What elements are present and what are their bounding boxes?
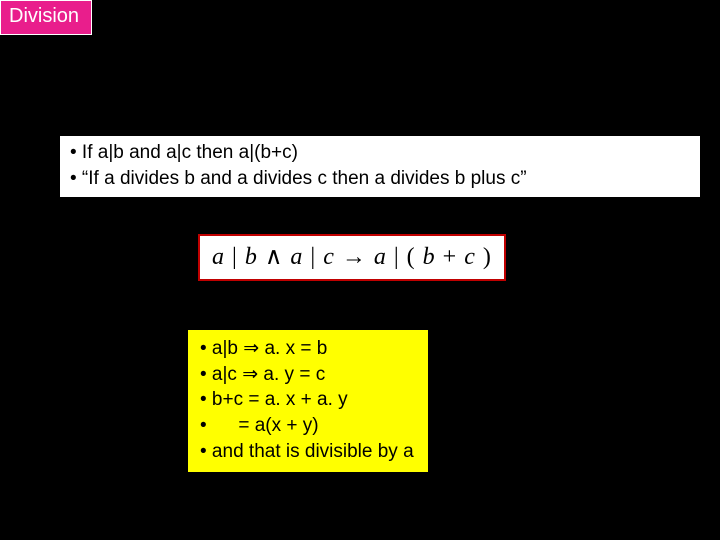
theorem-line-1: • If a|b and a|c then a|(b+c)	[70, 140, 690, 166]
double-arrow-icon: ⇒	[242, 364, 258, 385]
formula-c1: c	[323, 244, 335, 270]
theorem-box: • If a|b and a|c then a|(b+c) • “If a di…	[60, 136, 700, 197]
formula-and: ∧	[265, 244, 284, 270]
proof-line-1: • a|b ⇒ a. x = b	[200, 336, 414, 362]
formula-bar3: |	[394, 244, 400, 270]
proof-line-5: • and that is divisible by a	[200, 439, 414, 465]
theorem-line-2: • “If a divides b and a divides c then a…	[70, 166, 690, 192]
formula-box: a | b ∧ a | c → a | ( b + c )	[198, 234, 506, 281]
formula-implies: →	[342, 244, 367, 270]
formula-rparen: )	[483, 244, 492, 270]
proof-line-4: • = a(x + y)	[200, 413, 414, 439]
formula-b1: b	[245, 244, 258, 270]
proof-l1a: • a|b	[200, 338, 243, 359]
title-text: Division	[9, 5, 79, 27]
proof-line-3: • b+c = a. x + a. y	[200, 387, 414, 413]
proof-l1c: a. x = b	[259, 338, 327, 359]
slide-title: Division	[0, 0, 92, 35]
formula-plus: +	[443, 244, 458, 270]
formula-c2: c	[464, 244, 476, 270]
formula-bar1: |	[232, 244, 238, 270]
formula-a2: a	[290, 244, 303, 270]
double-arrow-icon: ⇒	[243, 338, 259, 359]
proof-l2a: • a|c	[200, 364, 242, 385]
formula-lparen: (	[407, 244, 416, 270]
formula-a1: a	[212, 244, 225, 270]
formula-b2: b	[423, 244, 436, 270]
proof-l2c: a. y = c	[258, 364, 325, 385]
proof-box: • a|b ⇒ a. x = b • a|c ⇒ a. y = c • b+c …	[188, 330, 428, 472]
formula-bar2: |	[310, 244, 316, 270]
formula-a3: a	[374, 244, 387, 270]
proof-line-2: • a|c ⇒ a. y = c	[200, 362, 414, 388]
